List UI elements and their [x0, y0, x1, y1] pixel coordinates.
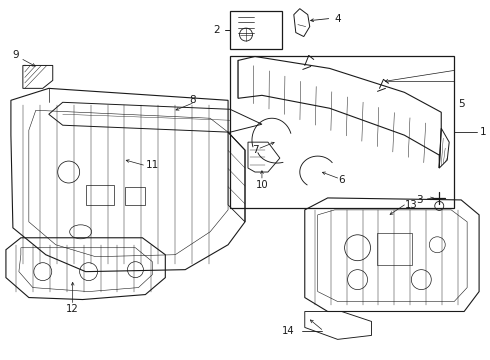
Text: 3: 3 [416, 195, 423, 205]
Text: 8: 8 [189, 95, 196, 105]
Text: 13: 13 [405, 200, 417, 210]
Text: 11: 11 [146, 160, 159, 170]
Text: 10: 10 [256, 180, 268, 190]
Text: 2: 2 [213, 24, 220, 35]
Text: 5: 5 [458, 99, 465, 109]
Text: 14: 14 [282, 327, 294, 336]
Text: 6: 6 [338, 175, 345, 185]
Text: 9: 9 [13, 50, 19, 60]
Text: 12: 12 [66, 305, 79, 315]
Bar [377, 233, 413, 265]
Bar [230, 11, 282, 49]
Text: 7: 7 [252, 145, 258, 155]
Text: 4: 4 [334, 14, 341, 24]
Bar [125, 187, 146, 205]
Bar [230, 57, 454, 208]
Bar [86, 185, 114, 205]
Text: 1: 1 [480, 127, 487, 137]
